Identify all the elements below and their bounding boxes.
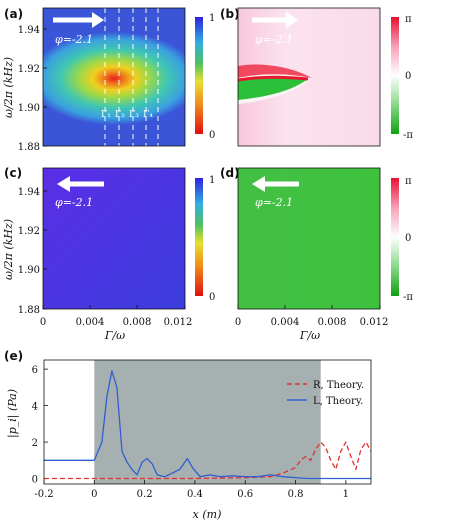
c-ylabel: ω/2π (kHz) bbox=[2, 219, 15, 280]
panel-a: (a) Γ₁ Γ₂ Γ₃ Γ₄ φ=-2.1 1.94 1.92 bbox=[2, 7, 215, 153]
e-ylabel: |p_i| (Pa) bbox=[6, 389, 20, 438]
panel-d-heatmap bbox=[238, 168, 380, 309]
gamma-2-label: Γ₂ bbox=[115, 110, 125, 120]
series-line-L bbox=[44, 370, 371, 480]
x-tick-label: 1 bbox=[343, 489, 349, 500]
phase-colorbar-min: -π bbox=[403, 130, 413, 141]
x-tick-label: -0.2 bbox=[34, 489, 53, 500]
a-ytick: 1.90 bbox=[18, 103, 40, 114]
y-tick-label: 2 bbox=[32, 438, 38, 449]
phase-colorbar-max: π bbox=[405, 14, 412, 25]
d-xtick: 0.008 bbox=[318, 317, 347, 328]
right-arrow-head-icon bbox=[92, 12, 104, 28]
panel-c-phi: φ=-2.1 bbox=[55, 196, 93, 209]
c-xlabel: Γ/ω bbox=[104, 329, 125, 342]
amp-colorbar-min: 0 bbox=[209, 292, 215, 303]
amp-colorbar bbox=[195, 17, 203, 134]
a-ytick: 1.94 bbox=[18, 25, 40, 36]
gamma-3-label: Γ₃ bbox=[129, 110, 139, 120]
gamma-4-label: Γ₄ bbox=[143, 110, 153, 120]
d-xtick: 0.004 bbox=[271, 317, 300, 328]
phase-colorbar-mid: 0 bbox=[405, 71, 411, 82]
c-xtick: 0.008 bbox=[123, 317, 152, 328]
gamma-labels: Γ₁ Γ₂ Γ₃ Γ₄ bbox=[101, 110, 153, 120]
legend-label-L: L, Theory. bbox=[313, 396, 363, 407]
gamma-1-label: Γ₁ bbox=[101, 110, 111, 120]
phase-colorbar-max: π bbox=[405, 176, 412, 187]
panel-d-phi: φ=-2.1 bbox=[255, 196, 293, 209]
x-tick-label: 0.4 bbox=[187, 489, 203, 500]
panel-e-frame bbox=[43, 359, 372, 485]
panel-c: (c) φ=-2.1 1.94 1.92 1.90 1.88 0 0.004 0… bbox=[2, 166, 215, 342]
a-ytick: 1.88 bbox=[18, 142, 40, 153]
panel-b-phi: φ=-2.1 bbox=[255, 33, 293, 46]
amp-colorbar-min: 0 bbox=[209, 130, 215, 141]
left-arrow-head-icon bbox=[252, 176, 265, 192]
panel-e: (e) -0.2 0 0.2 0.4 0.6 0.8 1 0 2 4 6 R, Theory. L,… bbox=[4, 349, 372, 521]
d-xtick: 0 bbox=[235, 317, 241, 328]
c-ytick: 1.88 bbox=[18, 305, 40, 316]
y-tick-label: 4 bbox=[32, 402, 38, 413]
e-xlabel: x (m) bbox=[193, 508, 222, 521]
panel-a-label: (a) bbox=[4, 7, 23, 21]
series-line-R bbox=[44, 441, 371, 480]
x-tick-label: 0.2 bbox=[137, 489, 153, 500]
left-arrow-head-icon bbox=[57, 176, 70, 192]
panel-c-heatmap bbox=[43, 168, 185, 309]
panel-a-phi: φ=-2.1 bbox=[55, 33, 93, 46]
y-tick-label: 0 bbox=[32, 475, 38, 486]
panel-e-label: (e) bbox=[4, 349, 23, 363]
panel-a-heatmap bbox=[43, 8, 185, 146]
a-ytick: 1.92 bbox=[18, 64, 40, 75]
phase-colorbar-min: -π bbox=[403, 292, 413, 303]
c-ytick: 1.94 bbox=[18, 187, 40, 198]
amp-colorbar bbox=[195, 178, 203, 296]
y-tick-label: 6 bbox=[32, 365, 38, 376]
phase-colorbar-mid: 0 bbox=[405, 233, 411, 244]
panel-e-axes: -0.2 0 0.2 0.4 0.6 0.8 1 0 2 4 6 bbox=[32, 365, 349, 500]
phase-colorbar bbox=[391, 178, 399, 296]
c-ytick: 1.92 bbox=[18, 226, 40, 237]
c-xtick: 0.004 bbox=[76, 317, 105, 328]
right-arrow-head-icon bbox=[286, 12, 298, 28]
x-tick-label: 0 bbox=[91, 489, 97, 500]
panel-b: (b) φ=-2.1 π 0 -π bbox=[220, 7, 413, 147]
x-tick-label: 0.8 bbox=[288, 489, 304, 500]
legend-label-R: R, Theory. bbox=[313, 380, 364, 391]
panel-e-series bbox=[44, 370, 371, 480]
panel-d: (d) φ=-2.1 0 0.004 0.008 0.012 Γ/ω π 0 -… bbox=[220, 166, 413, 342]
amp-colorbar-max: 1 bbox=[209, 13, 215, 24]
x-tick-label: 0.6 bbox=[237, 489, 253, 500]
panel-c-label: (c) bbox=[4, 166, 22, 180]
c-xtick: 0.012 bbox=[164, 317, 193, 328]
panel-d-label: (d) bbox=[220, 166, 240, 180]
shaded-region bbox=[94, 360, 321, 484]
d-xtick: 0.012 bbox=[360, 317, 389, 328]
c-xtick: 0 bbox=[40, 317, 46, 328]
d-xlabel: Γ/ω bbox=[299, 329, 320, 342]
gamma-lines bbox=[104, 8, 159, 146]
amp-colorbar-max: 1 bbox=[209, 175, 215, 186]
panel-b-label: (b) bbox=[220, 7, 240, 21]
legend: R, Theory. L, Theory. bbox=[287, 380, 364, 407]
phase-colorbar bbox=[391, 17, 399, 134]
c-ytick: 1.90 bbox=[18, 265, 40, 276]
a-ylabel: ω/2π (kHz) bbox=[2, 57, 15, 118]
